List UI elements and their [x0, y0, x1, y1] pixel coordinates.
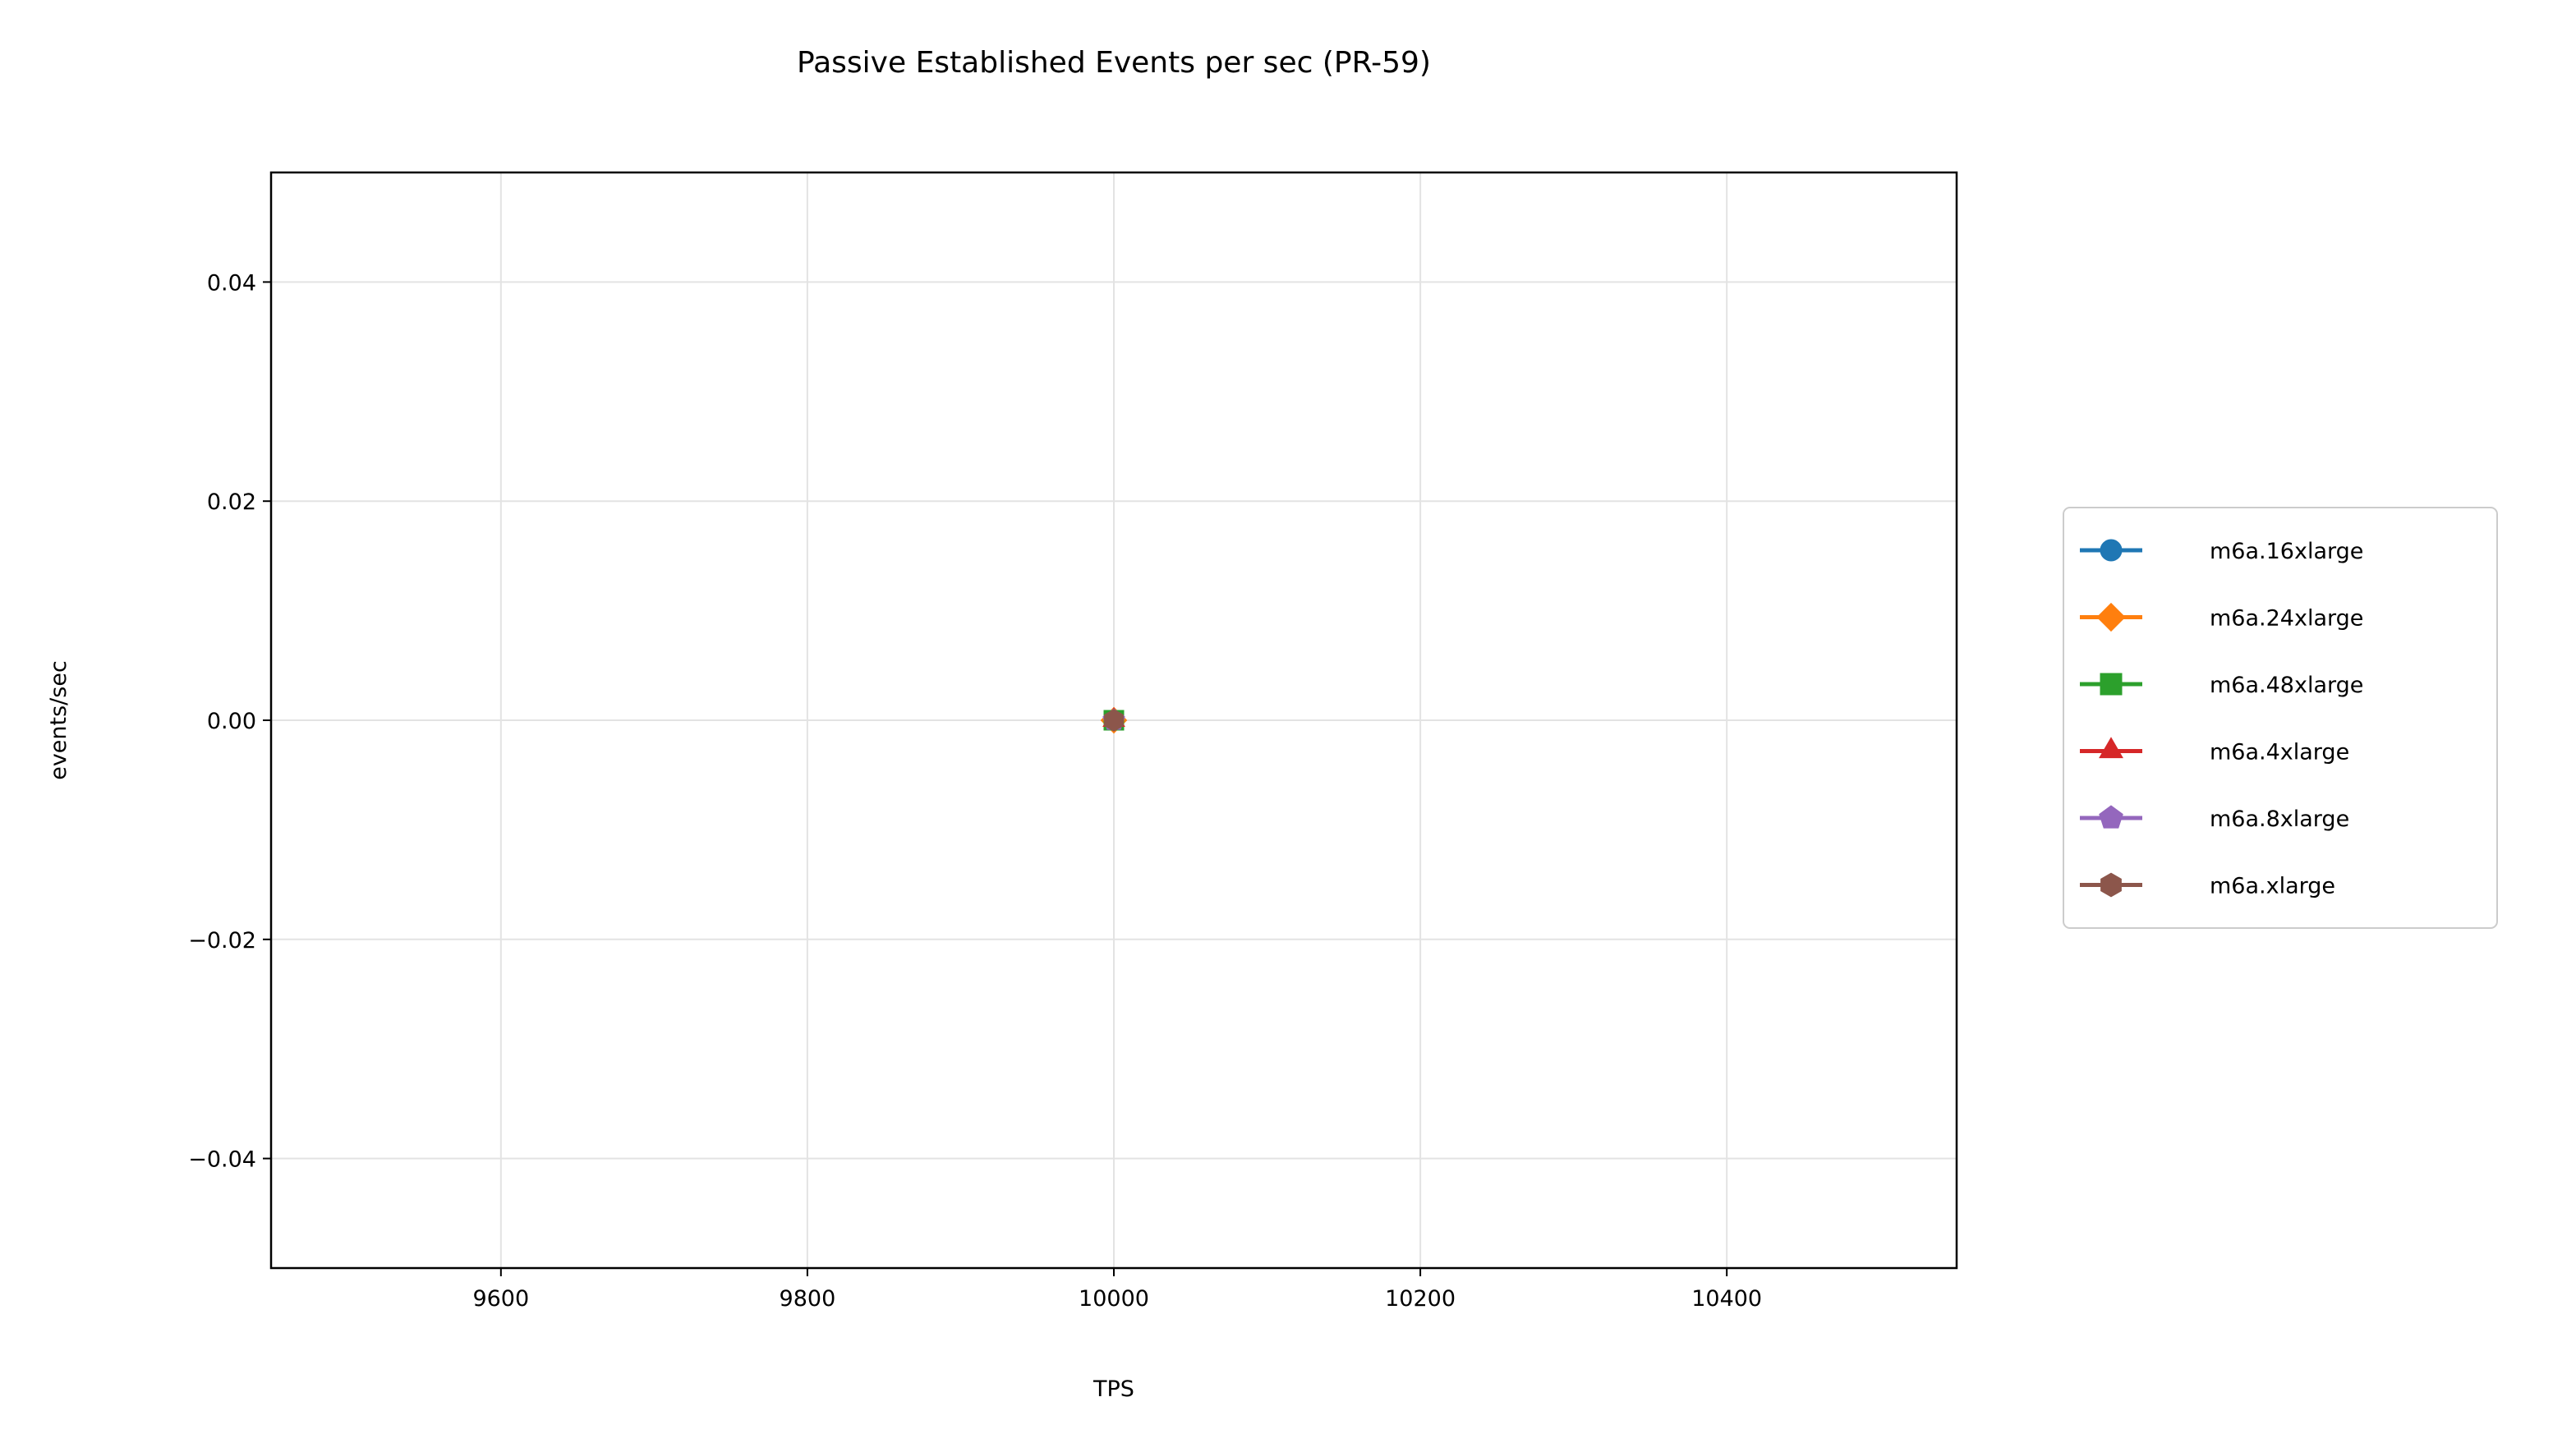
legend-marker: [2100, 872, 2122, 898]
y-tick-label: 0.02: [207, 489, 256, 515]
legend-item: m6a.xlarge: [2080, 872, 2335, 899]
x-tick-label: 9800: [780, 1286, 836, 1312]
x-tick-label: 10200: [1385, 1286, 1456, 1312]
x-axis-label: TPS: [1092, 1376, 1134, 1402]
y-axis-label: events/sec: [46, 660, 71, 780]
legend-marker: [2100, 539, 2123, 562]
legend-label: m6a.4xlarge: [2210, 740, 2349, 765]
series-m6a.xlarge: [1104, 709, 1124, 732]
legend-item: m6a.48xlarge: [2080, 673, 2363, 698]
legend-marker: [2099, 737, 2123, 759]
legend: m6a.16xlarge m6a.24xlarge m6a.48xlarge m6a.…: [2063, 507, 2498, 929]
legend-label: m6a.24xlarge: [2210, 606, 2363, 632]
data-point: [1104, 709, 1124, 732]
legend-marker: [2099, 805, 2123, 829]
chart-title: Passive Established Events per sec (PR-5…: [797, 46, 1431, 80]
legend-item: m6a.16xlarge: [2080, 539, 2363, 564]
x-ticks: 9600 9800 10000 10200 10400: [472, 1268, 1762, 1312]
x-tick-label: 10400: [1691, 1286, 1762, 1312]
y-tick-label: −0.04: [188, 1147, 256, 1173]
legend-label: m6a.xlarge: [2210, 874, 2335, 899]
legend-marker: [2100, 673, 2123, 696]
legend-item: m6a.24xlarge: [2080, 602, 2363, 632]
legend-label: m6a.8xlarge: [2210, 807, 2349, 832]
x-tick-label: 9600: [472, 1286, 529, 1312]
grid: [271, 172, 1957, 1268]
y-ticks: 0.04 0.02 0.00 −0.02 −0.04: [188, 270, 271, 1173]
y-tick-label: 0.04: [207, 270, 256, 296]
y-tick-label: 0.00: [207, 709, 256, 734]
legend-frame: [2063, 507, 2498, 929]
legend-item: m6a.4xlarge: [2080, 737, 2349, 765]
y-tick-label: −0.02: [188, 928, 256, 954]
legend-label: m6a.48xlarge: [2210, 673, 2363, 698]
legend-item: m6a.8xlarge: [2080, 805, 2349, 832]
legend-marker: [2096, 602, 2126, 632]
legend-label: m6a.16xlarge: [2210, 539, 2363, 564]
x-tick-label: 10000: [1079, 1286, 1149, 1312]
series-layer: [1100, 706, 1128, 734]
